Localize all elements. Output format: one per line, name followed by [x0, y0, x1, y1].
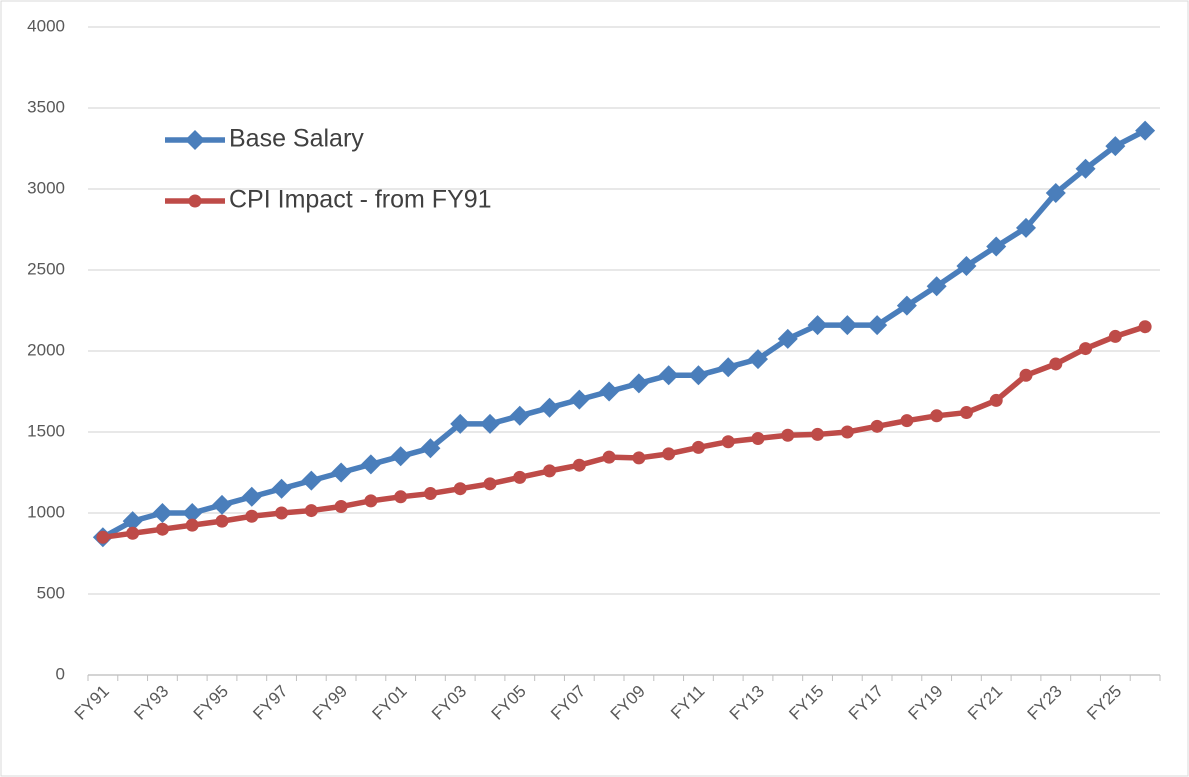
- y-tick-label: 0: [56, 664, 65, 683]
- marker: [989, 393, 1003, 407]
- marker: [781, 428, 795, 442]
- marker: [275, 506, 289, 520]
- marker: [1045, 183, 1066, 204]
- marker: [390, 446, 411, 467]
- marker: [718, 357, 739, 378]
- y-tick-label: 1000: [27, 502, 65, 521]
- marker: [334, 500, 348, 514]
- marker: [364, 494, 378, 508]
- marker: [1108, 329, 1122, 343]
- marker: [215, 514, 229, 528]
- marker: [450, 413, 471, 434]
- marker: [152, 503, 173, 523]
- marker: [632, 451, 646, 465]
- marker: [807, 315, 828, 336]
- marker: [245, 509, 259, 523]
- marker: [1016, 217, 1036, 238]
- y-tick-label: 3500: [27, 97, 65, 116]
- marker: [867, 315, 888, 336]
- marker: [509, 405, 530, 426]
- marker: [1019, 368, 1033, 382]
- y-tick-label: 4000: [27, 16, 65, 35]
- marker: [777, 328, 798, 349]
- marker: [930, 409, 944, 423]
- marker: [126, 526, 140, 540]
- marker: [602, 450, 616, 464]
- marker: [185, 130, 205, 150]
- marker: [1105, 136, 1126, 157]
- marker: [986, 236, 1007, 257]
- y-tick-label: 2500: [27, 259, 65, 278]
- marker: [840, 425, 854, 439]
- marker: [900, 414, 914, 428]
- marker: [155, 522, 169, 536]
- marker: [360, 454, 381, 475]
- marker: [569, 389, 590, 410]
- marker: [956, 255, 977, 276]
- marker: [1049, 357, 1063, 371]
- marker: [837, 315, 858, 336]
- marker: [96, 530, 110, 544]
- marker: [453, 482, 467, 496]
- marker: [959, 406, 973, 420]
- y-tick-label: 1500: [27, 421, 65, 440]
- marker: [182, 503, 203, 523]
- marker: [572, 458, 586, 472]
- marker: [543, 464, 557, 478]
- marker: [301, 470, 322, 491]
- marker: [599, 381, 620, 402]
- marker: [691, 440, 705, 454]
- marker: [1075, 158, 1096, 179]
- marker: [212, 494, 232, 515]
- y-tick-label: 2000: [27, 340, 65, 359]
- y-tick-label: 3000: [27, 178, 65, 197]
- marker: [513, 470, 527, 484]
- marker: [423, 487, 437, 501]
- marker: [185, 518, 199, 532]
- marker: [188, 194, 202, 208]
- marker: [926, 276, 947, 297]
- marker: [480, 413, 500, 434]
- legend-text: CPI Impact - from FY91: [229, 186, 492, 214]
- marker: [241, 486, 262, 507]
- marker: [896, 295, 917, 316]
- marker: [1135, 120, 1156, 141]
- marker: [1079, 342, 1093, 356]
- marker: [688, 365, 709, 386]
- marker: [751, 431, 765, 445]
- marker: [748, 349, 768, 370]
- marker: [628, 373, 649, 394]
- marker: [811, 427, 825, 441]
- y-tick-label: 500: [37, 583, 65, 602]
- marker: [483, 477, 497, 491]
- marker: [271, 478, 292, 499]
- marker: [420, 438, 441, 459]
- marker: [331, 462, 352, 483]
- marker: [394, 490, 408, 504]
- marker: [1138, 320, 1152, 334]
- marker: [658, 365, 679, 386]
- legend-text: Base Salary: [229, 125, 364, 153]
- marker: [662, 447, 676, 461]
- marker: [721, 435, 735, 449]
- marker: [870, 419, 884, 433]
- marker: [122, 511, 143, 532]
- marker: [304, 504, 318, 518]
- marker: [539, 397, 560, 418]
